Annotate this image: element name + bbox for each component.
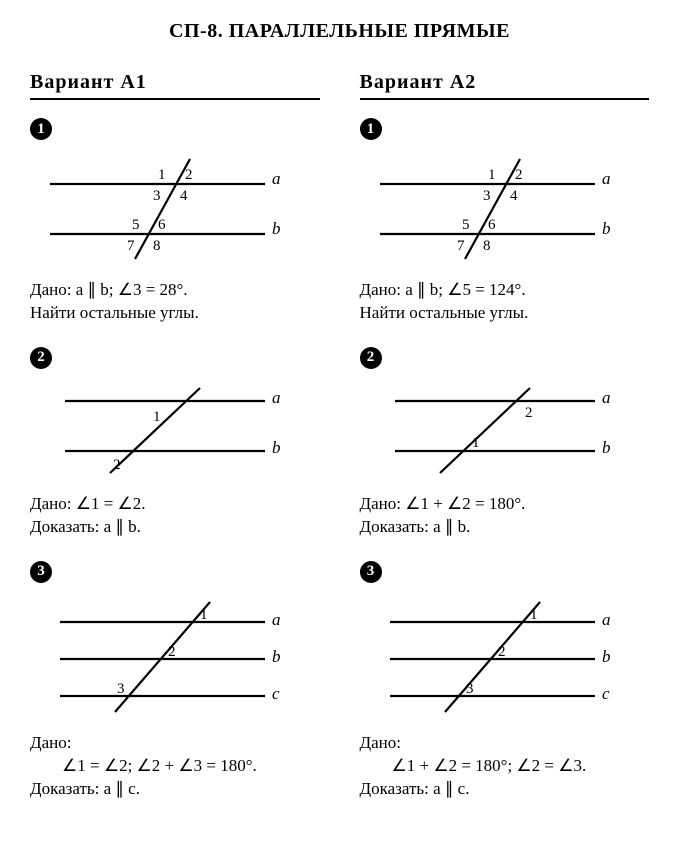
a2-problem-1: 1 a b 1 2 3 4 5 6 7 8 Дано: a bbox=[360, 118, 650, 325]
a1-problem-3: 3 a b c 1 2 3 Дано: ∠1 = ∠2; ∠2 + ∠3 = 1… bbox=[30, 561, 320, 801]
a1-problem-2: 2 a b 1 2 Дано: ∠1 = ∠2. Доказать: a ∥ b… bbox=[30, 347, 320, 539]
a2-p3-diagram: a b c 1 2 3 bbox=[370, 597, 650, 722]
a2-p1-given: Дано: a ∥ b; ∠5 = 124°. bbox=[360, 279, 650, 302]
angle-7: 7 bbox=[457, 238, 465, 254]
a2-problem-3: 3 a b c 1 2 3 Дано: ∠1 + ∠2 = 180°; ∠2 =… bbox=[360, 561, 650, 801]
variant-a2: Вариант А2 1 a b 1 2 3 4 5 6 7 8 bbox=[360, 71, 650, 823]
angle-3: 3 bbox=[117, 681, 125, 697]
angle-3: 3 bbox=[153, 188, 161, 204]
variant-a1: Вариант А1 1 a b 1 2 3 4 5 6 7 8 bbox=[30, 71, 320, 823]
a1-p2-diagram: a b 1 2 bbox=[40, 383, 320, 483]
label-b: b bbox=[272, 438, 281, 457]
a2-problem-2: 2 a b 2 1 Дано: ∠1 + ∠2 = 180°. Доказать… bbox=[360, 347, 650, 539]
angle-5: 5 bbox=[462, 217, 470, 233]
label-a: a bbox=[602, 610, 611, 629]
angle-1: 1 bbox=[488, 167, 496, 183]
a2-p1-diagram: a b 1 2 3 4 5 6 7 8 bbox=[370, 154, 650, 269]
label-b: b bbox=[272, 647, 281, 666]
label-b: b bbox=[602, 219, 611, 238]
a2-p3-given-label: Дано: bbox=[360, 732, 650, 755]
a1-p2-task: Доказать: a ∥ b. bbox=[30, 516, 320, 539]
a1-p3-diagram: a b c 1 2 3 bbox=[40, 597, 320, 722]
angle-6: 6 bbox=[158, 217, 166, 233]
bullet-icon: 2 bbox=[30, 347, 52, 369]
a1-p2-given: Дано: ∠1 = ∠2. bbox=[30, 493, 320, 516]
a2-p3-given: ∠1 + ∠2 = 180°; ∠2 = ∠3. bbox=[360, 755, 650, 778]
a1-p1-given: Дано: a ∥ b; ∠3 = 28°. bbox=[30, 279, 320, 302]
label-c: c bbox=[272, 684, 280, 703]
angle-3: 3 bbox=[483, 188, 491, 204]
angle-7: 7 bbox=[127, 238, 135, 254]
angle-8: 8 bbox=[153, 238, 161, 254]
angle-1: 1 bbox=[153, 409, 161, 425]
angle-2: 2 bbox=[185, 167, 193, 183]
a2-p1-task: Найти остальные углы. bbox=[360, 302, 650, 325]
bullet-icon: 2 bbox=[360, 347, 382, 369]
label-b: b bbox=[272, 219, 281, 238]
a1-p1-diagram: a b 1 2 3 4 5 6 7 8 bbox=[40, 154, 320, 269]
label-a: a bbox=[602, 169, 611, 188]
label-a: a bbox=[272, 169, 281, 188]
angle-2: 2 bbox=[498, 644, 506, 660]
angle-1: 1 bbox=[200, 607, 208, 623]
variant-a2-header: Вариант А2 bbox=[360, 71, 650, 100]
columns: Вариант А1 1 a b 1 2 3 4 5 6 7 8 bbox=[30, 71, 649, 823]
angle-2: 2 bbox=[515, 167, 523, 183]
bullet-icon: 3 bbox=[360, 561, 382, 583]
label-a: a bbox=[272, 388, 281, 407]
angle-2: 2 bbox=[168, 644, 176, 660]
a1-p3-given: ∠1 = ∠2; ∠2 + ∠3 = 180°. bbox=[30, 755, 320, 778]
a2-p3-task: Доказать: a ∥ c. bbox=[360, 778, 650, 801]
label-b: b bbox=[602, 438, 611, 457]
bullet-icon: 3 bbox=[30, 561, 52, 583]
angle-3: 3 bbox=[466, 681, 474, 697]
label-a: a bbox=[272, 610, 281, 629]
a2-p2-diagram: a b 2 1 bbox=[370, 383, 650, 483]
bullet-icon: 1 bbox=[360, 118, 382, 140]
page-title: СП-8. ПАРАЛЛЕЛЬНЫЕ ПРЯМЫЕ bbox=[30, 20, 649, 43]
angle-6: 6 bbox=[488, 217, 496, 233]
angle-4: 4 bbox=[510, 188, 518, 204]
angle-5: 5 bbox=[132, 217, 140, 233]
angle-2: 2 bbox=[525, 405, 533, 421]
angle-8: 8 bbox=[483, 238, 491, 254]
a1-problem-1: 1 a b 1 2 3 4 5 6 7 8 Дано: a bbox=[30, 118, 320, 325]
label-a: a bbox=[602, 388, 611, 407]
angle-1: 1 bbox=[530, 607, 538, 623]
bullet-icon: 1 bbox=[30, 118, 52, 140]
variant-a1-header: Вариант А1 bbox=[30, 71, 320, 100]
a1-p1-task: Найти остальные углы. bbox=[30, 302, 320, 325]
angle-1: 1 bbox=[472, 435, 480, 451]
label-b: b bbox=[602, 647, 611, 666]
a1-p3-task: Доказать: a ∥ c. bbox=[30, 778, 320, 801]
angle-4: 4 bbox=[180, 188, 188, 204]
angle-2: 2 bbox=[113, 457, 121, 473]
a1-p3-given-label: Дано: bbox=[30, 732, 320, 755]
angle-1: 1 bbox=[158, 167, 166, 183]
a2-p2-given: Дано: ∠1 + ∠2 = 180°. bbox=[360, 493, 650, 516]
a2-p2-task: Доказать: a ∥ b. bbox=[360, 516, 650, 539]
label-c: c bbox=[602, 684, 610, 703]
